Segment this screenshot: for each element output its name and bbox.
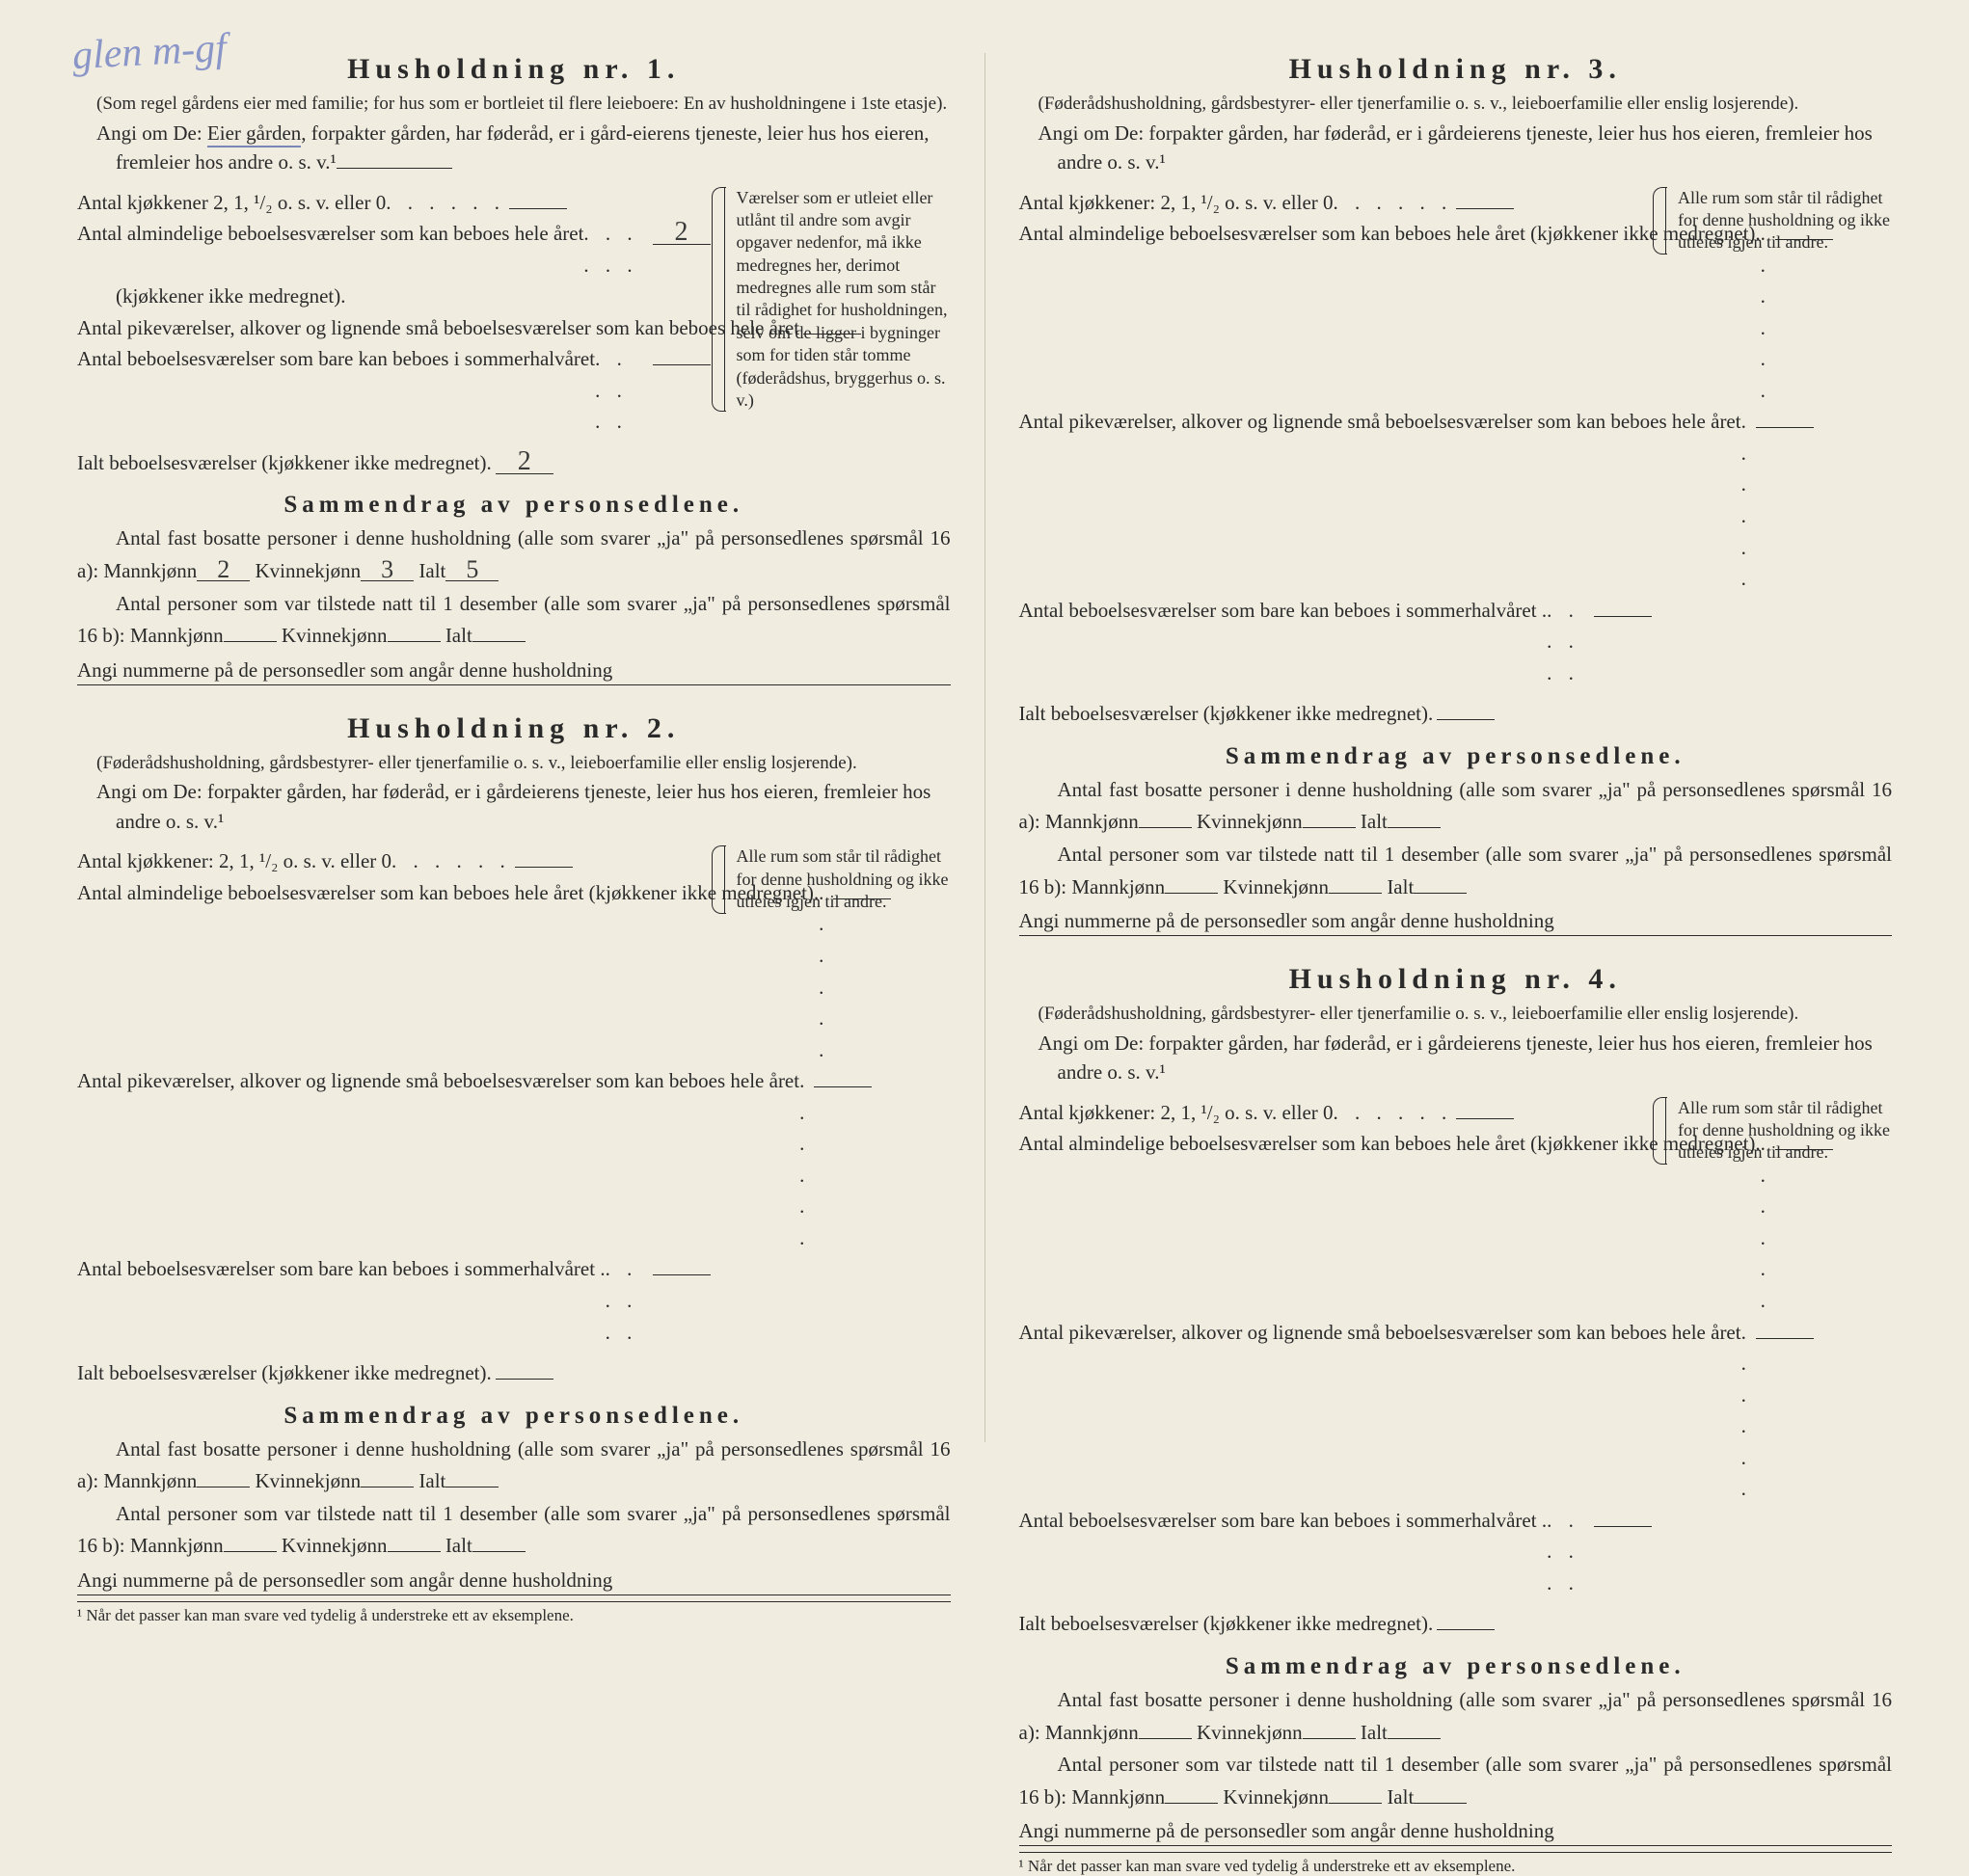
subtitle-1: (Som regel gårdens eier med familie; for… <box>77 92 951 117</box>
almindelige-value: 2 <box>653 220 711 245</box>
section-husholdning-2: Husholdning nr. 2. (Føderådshusholdning,… <box>77 712 951 1625</box>
ialt-label: Ialt beboelsesværelser (kjøkkener ikke m… <box>77 447 492 479</box>
sammendrag-16a-2: Antal fast bosatte personer i denne hush… <box>77 1434 951 1498</box>
angi-nummerne-1: Angi nummerne på de personsedler som ang… <box>77 658 951 685</box>
sommer-label: Antal beboelsesværelser som bare kan beb… <box>77 343 595 375</box>
subtitle-3: (Føderådshusholdning, gårdsbestyrer- ell… <box>1019 92 1893 117</box>
form-block-4: Antal kjøkkener: 2, 1, ¹/₂ o. s. v. elle… <box>1019 1097 1893 1640</box>
sammendrag-16b-2: Antal personer som var tilstede natt til… <box>77 1498 951 1563</box>
sammendrag-16b-1: Antal personer som var tilstede natt til… <box>77 588 951 653</box>
section-title-2: Husholdning nr. 2. <box>77 712 951 745</box>
pikevaerelser-label: Antal pikeværelser, alkover og lignende … <box>77 312 799 344</box>
sammendrag-title-2: Sammendrag av personsedlene. <box>77 1403 951 1430</box>
sammendrag-16b-3: Antal personer som var tilstede natt til… <box>1019 839 1893 903</box>
almindelige-label: Antal almindelige beboelsesværelser som … <box>77 218 583 250</box>
sammendrag-16a-1: Antal fast bosatte personer i denne hush… <box>77 523 951 587</box>
sammendrag-title-4: Sammendrag av personsedlene. <box>1019 1653 1893 1680</box>
sammendrag-title-1: Sammendrag av personsedlene. <box>77 492 951 519</box>
form-block-1: Antal kjøkkener 2, 1, ¹/₂ o. s. v. eller… <box>77 187 951 479</box>
angi-nummerne-2: Angi nummerne på de personsedler som ang… <box>77 1568 951 1595</box>
form-block-2: Antal kjøkkener: 2, 1, ¹/₂ o. s. v. elle… <box>77 845 951 1388</box>
sidenote-4: Alle rum som står til rådighet for denne… <box>1665 1097 1892 1165</box>
angi-om-de-3: Angi om De: forpakter gården, har føderå… <box>1019 119 1893 177</box>
handwriting-annotation: glen m-gf <box>71 25 228 79</box>
section-title-4: Husholdning nr. 4. <box>1019 963 1893 996</box>
footnote-left: ¹ Når det passer kan man svare ved tydel… <box>77 1601 951 1625</box>
angi-om-de-2: Angi om De: forpakter gården, har føderå… <box>77 777 951 836</box>
sidenote-1: Værelser som er utleiet eller utlånt til… <box>724 187 951 413</box>
subtitle-2: (Føderådshusholdning, gårdsbestyrer- ell… <box>77 751 951 776</box>
left-page: glen m-gf Husholdning nr. 1. (Som regel … <box>43 53 985 1442</box>
right-page: Husholdning nr. 3. (Føderådshusholdning,… <box>985 53 1927 1442</box>
angi-om-de-4: Angi om De: forpakter gården, har føderå… <box>1019 1029 1893 1087</box>
sammendrag-16b-4: Antal personer som var tilstede natt til… <box>1019 1749 1893 1813</box>
kjokkener-label: Antal kjøkkener 2, 1, ¹/₂ o. s. v. eller… <box>77 187 386 219</box>
kjokkener-value <box>509 208 567 209</box>
section-husholdning-3: Husholdning nr. 3. (Føderådshusholdning,… <box>1019 53 1893 936</box>
sammendrag-title-3: Sammendrag av personsedlene. <box>1019 743 1893 770</box>
sidenote-2: Alle rum som står til rådighet for denne… <box>724 845 951 913</box>
sammendrag-16a-4: Antal fast bosatte personer i denne hush… <box>1019 1684 1893 1749</box>
angi-om-de-1: Angi om De: Eier gården, forpakter gårde… <box>77 119 951 177</box>
angi-nummerne-3: Angi nummerne på de personsedler som ang… <box>1019 909 1893 936</box>
sidenote-3: Alle rum som står til rådighet for denne… <box>1665 187 1892 255</box>
form-block-3: Antal kjøkkener: 2, 1, ¹/₂ o. s. v. elle… <box>1019 187 1893 730</box>
section-husholdning-4: Husholdning nr. 4. (Føderådshusholdning,… <box>1019 963 1893 1876</box>
subtitle-4: (Føderådshusholdning, gårdsbestyrer- ell… <box>1019 1002 1893 1027</box>
sammendrag-16a-3: Antal fast bosatte personer i denne hush… <box>1019 774 1893 839</box>
section-title-3: Husholdning nr. 3. <box>1019 53 1893 86</box>
angi-nummerne-4: Angi nummerne på de personsedler som ang… <box>1019 1819 1893 1846</box>
footnote-right: ¹ Når det passer kan man svare ved tydel… <box>1019 1852 1893 1876</box>
kjokkener-note: (kjøkkener ikke medregnet). <box>116 281 346 312</box>
sommer-value <box>653 364 711 365</box>
ialt-value: 2 <box>496 449 553 474</box>
section-husholdning-1: Husholdning nr. 1. (Som regel gårdens ei… <box>77 53 951 685</box>
